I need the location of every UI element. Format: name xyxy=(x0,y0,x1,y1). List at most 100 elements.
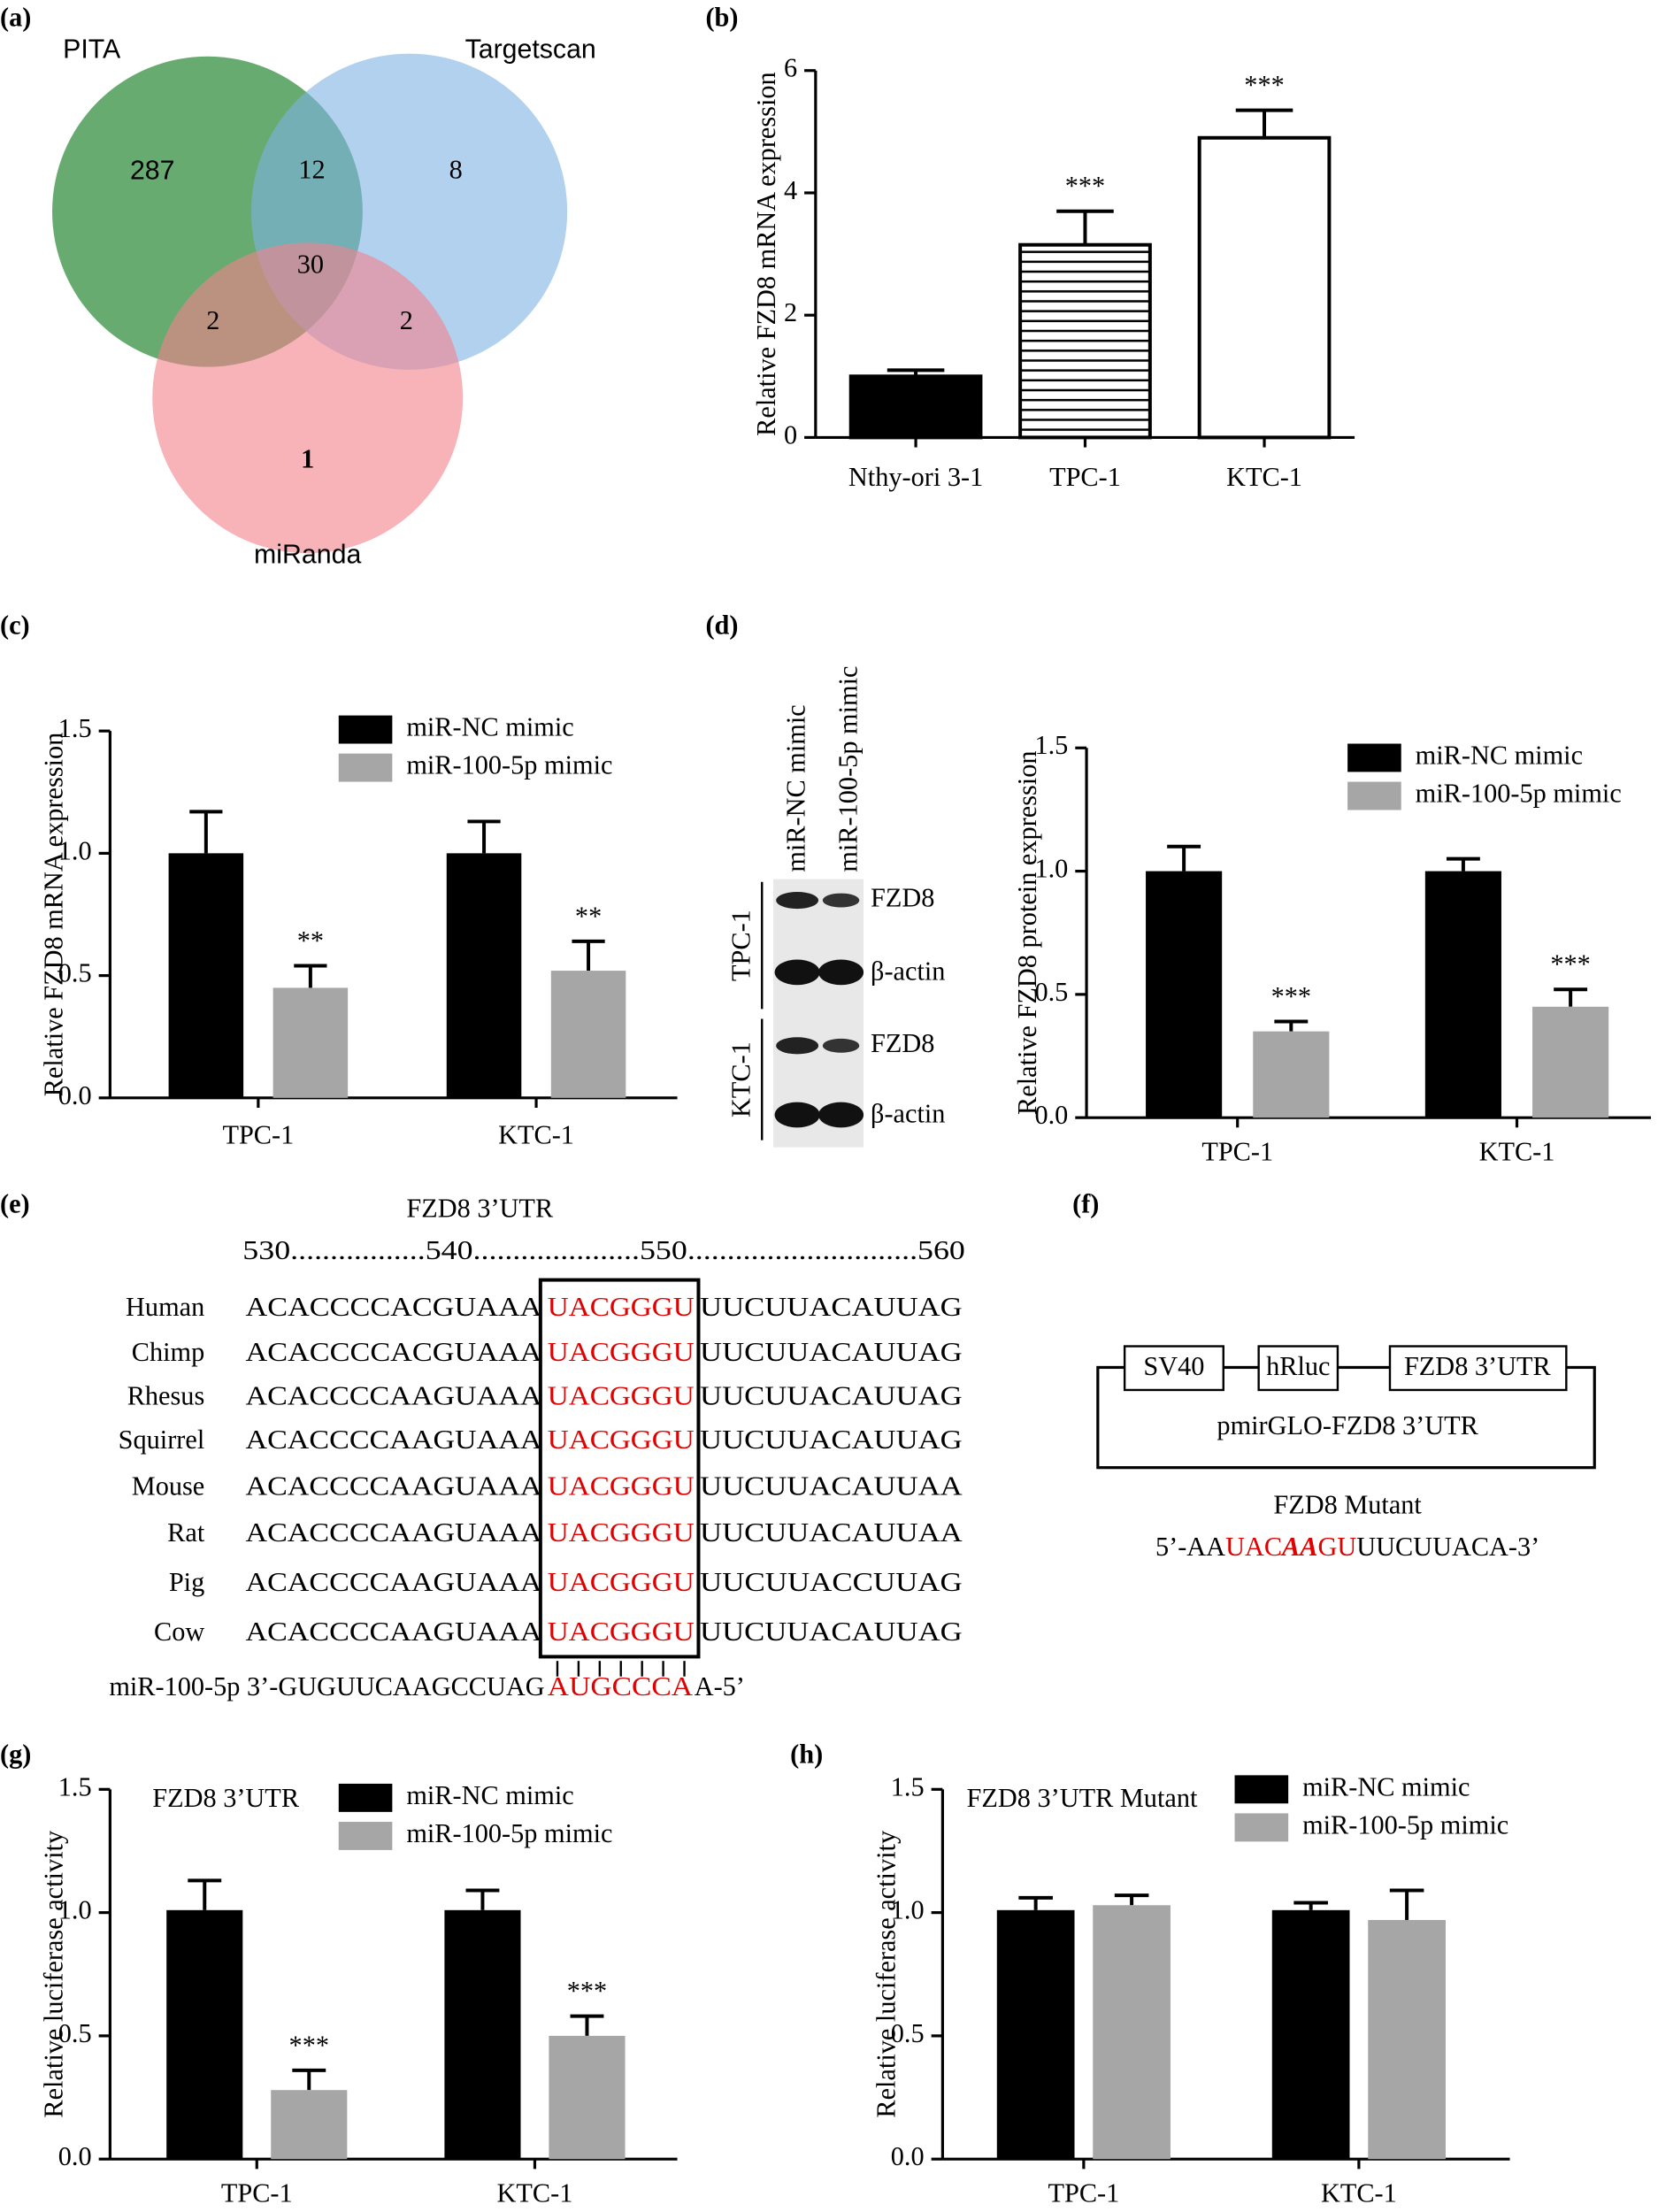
bar xyxy=(444,1909,521,2160)
sequence: ACACCCCAAGUAAA xyxy=(246,1517,542,1548)
x-tick-label: KTC-1 xyxy=(498,1119,574,1149)
sequence: UUCUUACAUUAA xyxy=(700,1517,963,1548)
x-tick-label: KTC-1 xyxy=(1479,1137,1555,1167)
mirna: miR-100-5p 3’-GUGUUCAAGCCUAG xyxy=(109,1671,544,1701)
vector-line xyxy=(1096,1365,1596,1470)
cell-label: TPC-1 xyxy=(725,910,756,981)
venn-label: miRanda xyxy=(254,540,361,569)
seq-part: AA xyxy=(1280,1532,1317,1562)
y-tick-label: 0 xyxy=(784,419,797,449)
x-tick-label: TPC-1 xyxy=(222,1119,294,1149)
mirna-seed: AUGCCCA xyxy=(548,1671,693,1701)
legend-swatch xyxy=(1234,1775,1289,1804)
panel-label: (c) xyxy=(0,611,30,641)
venn-count: 1 xyxy=(301,443,314,473)
y-tick-label: 0.5 xyxy=(58,958,92,988)
species-label: Rhesus xyxy=(127,1380,205,1410)
sequence: ACACCCCAAGUAAA xyxy=(246,1425,542,1455)
sequence: UUCUUACAUUAG xyxy=(700,1292,963,1322)
y-axis-label: Relative FZD8 protein expression xyxy=(1012,751,1042,1115)
panel-label: (g) xyxy=(0,1740,31,1770)
sequence: ACACCCCACGUAAA xyxy=(246,1337,542,1367)
y-tick-label: 0.0 xyxy=(58,1080,92,1110)
y-axis-label: Relative luciferase activity xyxy=(871,1830,902,2118)
bar xyxy=(166,1909,243,2160)
chart-title: FZD8 3’UTR xyxy=(152,1783,300,1813)
y-tick-label: 1.5 xyxy=(58,713,92,743)
bar xyxy=(549,2035,626,2160)
chart-title: FZD8 3’UTR Mutant xyxy=(967,1783,1198,1813)
sequence: UUCUUACAUUAG xyxy=(700,1425,963,1455)
species-label: Chimp xyxy=(132,1337,205,1367)
legend-label: miR-100-5p mimic xyxy=(406,1818,612,1848)
panel-label: (f) xyxy=(1072,1189,1099,1219)
bar xyxy=(1532,1006,1609,1118)
y-tick-label: 1.0 xyxy=(1034,854,1068,884)
construct: SV40 hRluc FZD8 3’UTR pmirGLO-FZD8 3’UTR… xyxy=(1096,1345,1596,1562)
bar xyxy=(848,374,983,440)
legend-label: miR-100-5p mimic xyxy=(1302,1809,1508,1839)
venn-count: 12 xyxy=(298,155,325,185)
x-tick-label: Nthy-ori 3-1 xyxy=(848,462,983,492)
sequence: ACACCCCAAGUAAA xyxy=(246,1617,542,1647)
y-tick-label: 1.5 xyxy=(1034,730,1068,760)
bar xyxy=(272,987,349,1098)
legend-swatch xyxy=(338,1783,393,1812)
species-label: Pig xyxy=(169,1567,204,1597)
species-label: Mouse xyxy=(132,1471,204,1502)
legend-label: miR-NC mimic xyxy=(406,1780,573,1810)
panel-label: (a) xyxy=(0,2,31,32)
venn: PITA Targetscan miRanda 287 12 8 30 2 2 … xyxy=(52,35,596,569)
x-tick-label: KTC-1 xyxy=(1321,2178,1397,2208)
y-tick-label: 1.5 xyxy=(891,1771,925,1801)
band-label: β-actin xyxy=(871,1099,945,1129)
sequence: ACACCCCACGUAAA xyxy=(246,1292,542,1322)
y-tick-label: 2 xyxy=(784,297,797,327)
seq-part: UAC xyxy=(1225,1532,1282,1562)
x-tick-label: TPC-1 xyxy=(1049,462,1121,492)
significance: *** xyxy=(1271,981,1311,1011)
element-box xyxy=(1257,1345,1339,1392)
species-label: Rat xyxy=(167,1517,205,1548)
legend-swatch xyxy=(338,715,393,744)
bar xyxy=(1368,1919,1446,2160)
y-tick-label: 0.5 xyxy=(58,2018,92,2048)
alignment: FZD8 3’UTR 530.................540......… xyxy=(109,1193,965,1701)
significance: *** xyxy=(1244,70,1284,100)
sequence: UUCUUACAUUAG xyxy=(700,1337,963,1367)
panel-label: (d) xyxy=(705,611,738,641)
bar xyxy=(271,2090,348,2160)
panel-label: (b) xyxy=(705,2,738,32)
bar xyxy=(1146,871,1223,1118)
y-axis-label: Relative FZD8 mRNA expression xyxy=(39,733,69,1097)
seed-site: UACGGGU xyxy=(548,1337,695,1367)
y-tick-label: 4 xyxy=(784,175,797,205)
panel-label: (h) xyxy=(790,1740,823,1770)
sequence: ACACCCCAAGUAAA xyxy=(246,1380,542,1410)
alignment-title: FZD8 3’UTR xyxy=(406,1193,554,1223)
seq-part: GU xyxy=(1317,1532,1356,1562)
bar xyxy=(446,853,522,1098)
x-tick-label: KTC-1 xyxy=(1226,462,1302,492)
y-axis-label: Relative luciferase activity xyxy=(39,1830,69,2118)
seed-site: UACGGGU xyxy=(548,1292,695,1322)
venn-circle xyxy=(152,242,464,554)
significance: *** xyxy=(289,2030,329,2060)
legend-swatch xyxy=(338,1822,393,1850)
legend-label: miR-NC mimic xyxy=(1302,1771,1470,1801)
y-tick-label: 1.0 xyxy=(891,1895,925,1925)
legend-label: miR-NC mimic xyxy=(1416,740,1583,770)
venn-label: Targetscan xyxy=(465,35,596,64)
significance: ** xyxy=(575,901,602,931)
legend-label: miR-100-5p mimic xyxy=(1416,778,1622,808)
chart: 0.0 0.5 1.0 1.5 Relative luciferase activity… xyxy=(39,1771,678,2208)
bar xyxy=(1271,1909,1350,2160)
significance: *** xyxy=(1550,949,1590,979)
sequence: UUCUUACAUUAG xyxy=(700,1617,963,1647)
bar xyxy=(1093,1905,1171,2160)
y-tick-label: 1.5 xyxy=(58,1771,92,1801)
